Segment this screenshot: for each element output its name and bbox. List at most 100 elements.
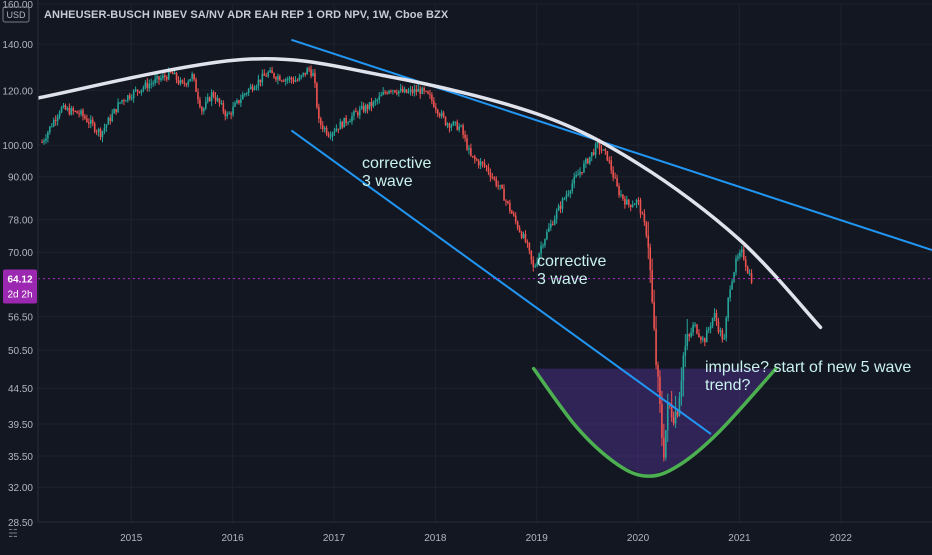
candle-body[interactable] <box>64 105 67 110</box>
candle-body[interactable] <box>573 176 575 184</box>
candle-body[interactable] <box>719 330 722 332</box>
candle-body[interactable] <box>148 84 151 89</box>
candle-body[interactable] <box>567 193 570 195</box>
candle-body[interactable] <box>561 198 564 209</box>
candle-body[interactable] <box>251 86 254 90</box>
candle-body[interactable] <box>224 111 227 117</box>
candle-body[interactable] <box>417 88 420 92</box>
candle-body[interactable] <box>115 109 117 113</box>
candle-body[interactable] <box>117 102 119 113</box>
candle-body[interactable] <box>284 79 287 82</box>
candle-body[interactable] <box>374 100 377 102</box>
candle-body[interactable] <box>536 261 538 267</box>
candle-body[interactable] <box>43 140 45 143</box>
candle-body[interactable] <box>544 239 546 246</box>
candle-body[interactable] <box>269 70 271 73</box>
candle-body[interactable] <box>436 109 439 115</box>
candle-body[interactable] <box>596 141 599 144</box>
candle-body[interactable] <box>84 116 86 119</box>
cup-arc[interactable] <box>531 366 778 478</box>
candle-body[interactable] <box>218 98 221 104</box>
candle-body[interactable] <box>199 99 201 108</box>
candle-body[interactable] <box>171 72 174 75</box>
candle-body[interactable] <box>296 80 299 82</box>
candle-body[interactable] <box>51 126 53 128</box>
candle-body[interactable] <box>460 125 462 127</box>
candle-body[interactable] <box>150 83 153 85</box>
candle-body[interactable] <box>538 253 540 262</box>
candle-body[interactable] <box>331 132 334 137</box>
candle-body[interactable] <box>220 103 223 105</box>
candle-body[interactable] <box>312 73 314 77</box>
candle-body[interactable] <box>526 241 529 243</box>
candle-body[interactable] <box>191 73 193 79</box>
candle-body[interactable] <box>82 110 84 117</box>
candle-body[interactable] <box>672 417 675 424</box>
candle-body[interactable] <box>97 129 100 132</box>
candle-body[interactable] <box>156 76 158 79</box>
candle-body[interactable] <box>372 101 375 107</box>
candle-body[interactable] <box>343 117 345 128</box>
candle-body[interactable] <box>696 324 698 334</box>
candle-body[interactable] <box>257 79 260 87</box>
candle-body[interactable] <box>647 235 650 248</box>
candle-body[interactable] <box>339 121 342 130</box>
candle-body[interactable] <box>649 247 652 271</box>
candle-body[interactable] <box>261 73 264 83</box>
candle-body[interactable] <box>581 171 583 173</box>
candle-body[interactable] <box>742 249 745 260</box>
candle-body[interactable] <box>243 93 246 95</box>
candle-body[interactable] <box>491 177 494 179</box>
candle-body[interactable] <box>477 160 480 166</box>
candle-body[interactable] <box>386 92 388 94</box>
candle-body[interactable] <box>123 100 125 102</box>
candle-body[interactable] <box>175 72 178 80</box>
candle-body[interactable] <box>166 77 168 80</box>
candle-body[interactable] <box>423 87 425 91</box>
candle-body[interactable] <box>750 273 753 283</box>
candle-body[interactable] <box>495 178 498 186</box>
candle-body[interactable] <box>265 75 268 77</box>
candle-body[interactable] <box>95 131 98 133</box>
candle-body[interactable] <box>419 88 422 94</box>
candle-body[interactable] <box>306 68 308 75</box>
candle-body[interactable] <box>703 338 706 343</box>
candle-body[interactable] <box>292 79 295 82</box>
candle-body[interactable] <box>635 200 638 205</box>
candle-body[interactable] <box>41 142 43 144</box>
candle-body[interactable] <box>587 158 589 164</box>
lower-trendline[interactable] <box>290 129 712 435</box>
candle-body[interactable] <box>314 73 316 84</box>
candle-body[interactable] <box>245 93 248 95</box>
candle-body[interactable] <box>321 124 324 130</box>
candle-body[interactable] <box>694 324 696 326</box>
candle-body[interactable] <box>353 111 355 116</box>
candle-body[interactable] <box>204 101 207 109</box>
candle-body[interactable] <box>206 97 209 102</box>
candle-body[interactable] <box>101 131 104 138</box>
candle-body[interactable] <box>707 328 710 331</box>
candle-body[interactable] <box>134 89 137 91</box>
candle-body[interactable] <box>201 107 203 112</box>
candle-body[interactable] <box>479 161 482 166</box>
candle-body[interactable] <box>686 334 689 347</box>
candle-body[interactable] <box>497 185 499 187</box>
candle-body[interactable] <box>571 183 574 192</box>
candle-body[interactable] <box>565 194 568 199</box>
candle-body[interactable] <box>590 152 593 157</box>
candle-body[interactable] <box>516 221 519 229</box>
candle-body[interactable] <box>335 128 338 132</box>
candle-body[interactable] <box>729 289 731 298</box>
candle-body[interactable] <box>511 211 513 214</box>
candle-body[interactable] <box>713 313 716 319</box>
candle-body[interactable] <box>128 95 131 99</box>
candle-body[interactable] <box>614 177 616 179</box>
candle-body[interactable] <box>364 105 367 112</box>
candle-body[interactable] <box>666 403 669 431</box>
candle-body[interactable] <box>232 106 234 115</box>
annotation-corrective-1[interactable]: corrective 3 wave <box>362 155 431 190</box>
candle-body[interactable] <box>555 210 558 219</box>
candle-body[interactable] <box>438 114 441 117</box>
candle-body[interactable] <box>130 98 133 100</box>
